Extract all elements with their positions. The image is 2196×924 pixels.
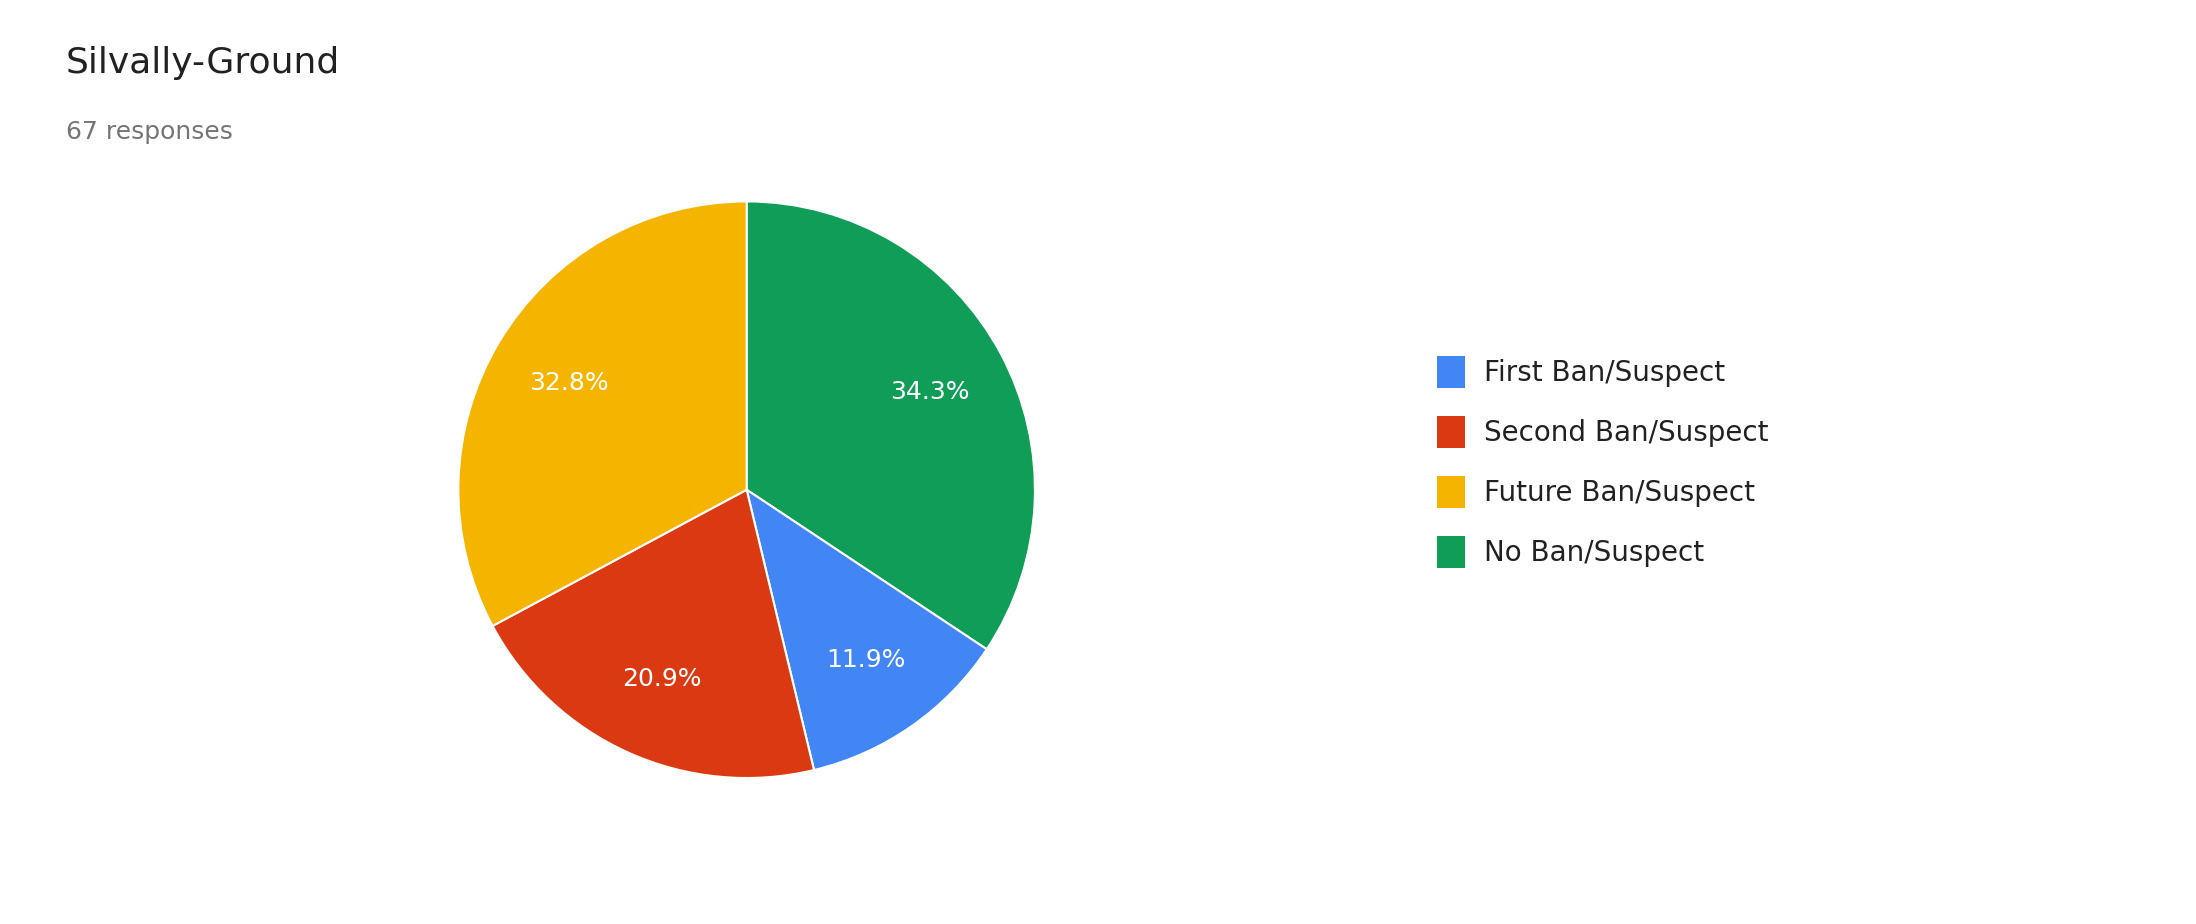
Legend: First Ban/Suspect, Second Ban/Suspect, Future Ban/Suspect, No Ban/Suspect: First Ban/Suspect, Second Ban/Suspect, F… [1425, 345, 1781, 579]
Wedge shape [492, 490, 815, 778]
Text: 32.8%: 32.8% [529, 371, 608, 395]
Text: 20.9%: 20.9% [621, 667, 701, 691]
Wedge shape [747, 201, 1034, 650]
Text: 34.3%: 34.3% [889, 380, 968, 404]
Wedge shape [747, 490, 986, 770]
Wedge shape [459, 201, 747, 626]
Text: 11.9%: 11.9% [826, 648, 905, 672]
Text: 67 responses: 67 responses [66, 120, 233, 144]
Text: Silvally-Ground: Silvally-Ground [66, 46, 340, 80]
